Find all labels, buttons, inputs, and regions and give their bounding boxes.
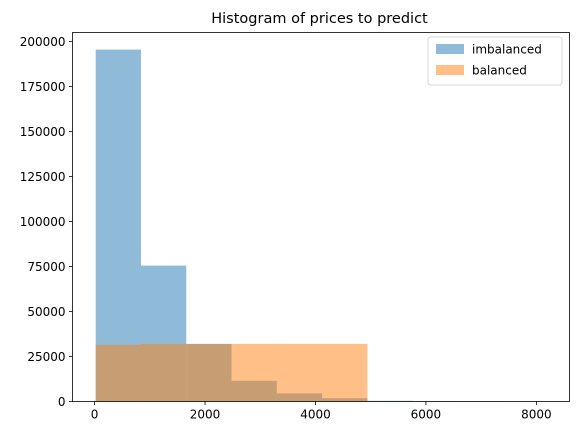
y-tick-label-0: 0 [58,395,66,409]
x-tick-label-0: 0 [91,408,99,422]
y-tick-label-8: 200000 [20,35,66,49]
x-tick-label-3: 6000 [411,408,442,422]
legend-swatch-imbalanced [436,44,464,54]
y-tick-label-5: 125000 [20,170,66,184]
x-tick-label-2: 4000 [300,408,331,422]
y-tick-label-2: 50000 [27,305,65,319]
bar-balanced-0 [95,344,141,402]
bar-balanced-4 [276,343,323,402]
bar-balanced-5 [322,343,368,402]
bar-balanced-2 [186,343,232,402]
legend: imbalanced balanced [427,36,563,86]
legend-label-imbalanced: imbalanced [472,43,542,57]
axes-layer: 0 2000 4000 6000 8000 0 25000 50000 75000 100000 1… [20,35,552,422]
x-tick-label-1: 2000 [190,408,221,422]
legend-swatch-balanced [436,65,464,75]
chart-title: Histogram of prices to predict [211,11,428,27]
plot-frame [72,32,570,402]
y-tick-label-1: 25000 [27,350,65,364]
y-tick-label-3: 75000 [27,260,65,274]
bar-imbalanced-0 [95,49,141,402]
y-tick-label-6: 150000 [20,125,66,139]
y-tick-label-7: 175000 [20,80,66,94]
y-tick-label-4: 100000 [20,215,66,229]
bar-balanced-1 [140,343,187,402]
legend-label-balanced: balanced [472,64,527,78]
bars-layer [95,49,549,402]
bar-balanced-3 [231,343,277,402]
x-tick-label-4: 8000 [521,408,552,422]
